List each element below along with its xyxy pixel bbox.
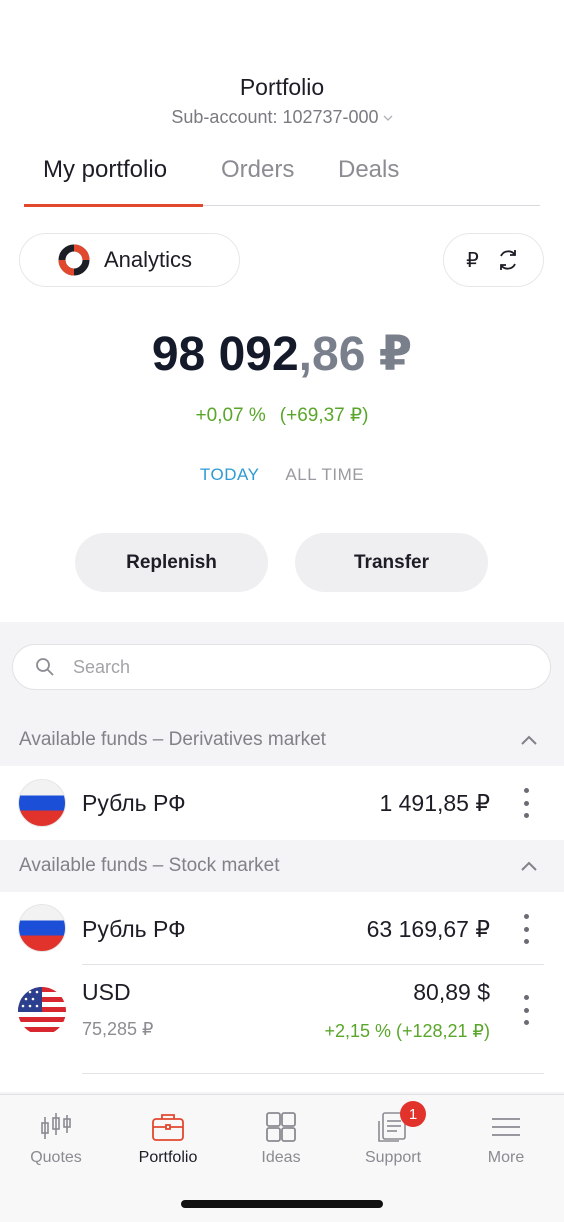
list-item[interactable]: Рубль РФ 1 491,85 ₽ [0,766,564,840]
section-header-stock[interactable]: Available funds – Stock market [0,841,564,891]
asset-amount: 1 491,85 ₽ [379,790,490,816]
chevron-up-icon[interactable] [521,735,537,745]
grid-icon [266,1112,296,1142]
more-options-icon[interactable] [516,995,536,1025]
more-options-icon[interactable] [516,788,536,818]
header: Portfolio Sub-account: 102737-000 [0,74,564,128]
tab-label: Portfolio [138,1149,198,1166]
tab-deals[interactable]: Deals [338,156,400,183]
replenish-button[interactable]: Replenish [75,533,268,592]
analytics-label: Analytics [104,247,193,272]
tab-portfolio[interactable]: Portfolio [113,1109,223,1167]
asset-change: +2,15 % (+128,21 ₽) [324,1021,490,1041]
section-title: Available funds – Stock market [19,855,280,876]
menu-icon [492,1118,520,1136]
tab-label: Ideas [261,1149,301,1166]
divider [82,1073,544,1074]
active-tab-indicator [24,204,203,207]
asset-name: USD [82,979,131,1005]
refresh-icon [500,250,516,270]
chat-document-icon [378,1112,406,1142]
stock-list: Рубль РФ 63 169,67 ₽ USD 80,89 $ 75,285 … [0,892,564,1092]
balance-change: +0,07 % (+69,37 ₽) [0,404,564,427]
search-bar[interactable] [12,644,551,690]
search-input[interactable] [73,656,473,678]
asset-amount: 63 169,67 ₽ [366,916,490,942]
asset-name: Рубль РФ [82,916,186,942]
subaccount-label: Sub-account: 102737-000 [171,107,379,127]
russia-flag-icon [18,779,66,827]
notification-badge: 1 [400,1101,426,1127]
asset-name: Рубль РФ [82,790,186,816]
more-options-icon[interactable] [516,914,536,944]
search-icon [36,658,54,676]
home-indicator[interactable] [181,1200,383,1208]
tab-ideas[interactable]: Ideas [226,1109,336,1167]
period-today[interactable]: TODAY [199,465,260,484]
subaccount-selector[interactable]: Sub-account: 102737-000 [0,107,564,128]
section-title: Available funds – Derivatives market [19,729,326,750]
tab-quotes[interactable]: Quotes [1,1109,111,1167]
list-item[interactable]: Рубль РФ 63 169,67 ₽ [0,892,564,964]
period-all-time[interactable]: ALL TIME [285,465,365,484]
balance-decimal: ,86 ₽ [298,328,413,381]
asset-rate: 75,285 ₽ [82,1019,154,1039]
currency-switch-button[interactable]: ₽ [443,233,544,287]
tab-label: Quotes [30,1149,82,1166]
briefcase-icon [152,1114,184,1141]
usa-flag-icon [18,987,66,1035]
analytics-icon [58,244,90,276]
portfolio-tabs: My portfolio Orders Deals [24,152,540,207]
tab-orders[interactable]: Orders [221,156,295,183]
currency-symbol: ₽ [466,249,479,272]
chevron-up-icon[interactable] [521,861,537,871]
chevron-down-icon [383,115,393,121]
tab-support[interactable]: 1 Support [338,1101,448,1167]
portfolio-balance: 98 092,86 ₽ [0,326,564,382]
asset-amount: 80,89 $ [413,979,490,1005]
balance-integer: 98 092 [151,328,299,381]
analytics-button[interactable]: Analytics [19,233,240,287]
divider [82,964,544,965]
section-header-derivatives[interactable]: Available funds – Derivatives market [0,715,564,765]
transfer-button[interactable]: Transfer [295,533,488,592]
change-value: (+69,37 ₽) [279,405,369,426]
tab-my-portfolio[interactable]: My portfolio [43,156,168,183]
russia-flag-icon [18,904,66,952]
change-percent: +0,07 % [195,405,266,426]
tab-label: Support [364,1149,422,1166]
list-item[interactable]: USD 80,89 $ 75,285 ₽ +2,15 % (+128,21 ₽) [0,965,564,1073]
candlestick-icon [41,1113,71,1139]
tab-more[interactable]: More [451,1109,561,1167]
period-selector: TODAY ALL TIME [0,465,564,485]
page-title: Portfolio [239,74,325,100]
tab-label: More [487,1149,525,1166]
